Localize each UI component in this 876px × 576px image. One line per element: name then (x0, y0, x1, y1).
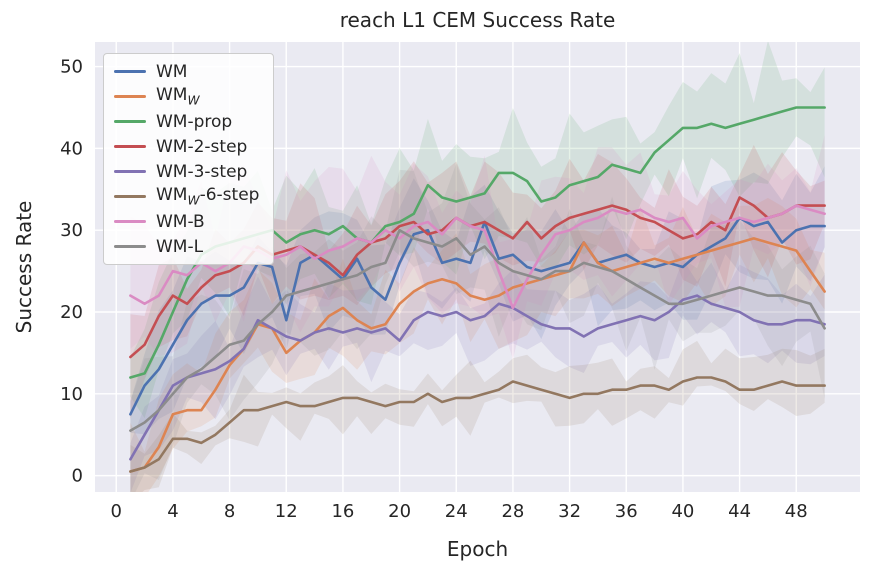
legend-item: WM-3-step (114, 161, 259, 182)
confidence-band-WM-3-step (130, 259, 825, 492)
y-tick-label: 30 (60, 220, 83, 241)
x-tick-label: 36 (615, 501, 638, 522)
series-line-WM_W-6-step (129, 376, 826, 473)
series-line-WM-3-step (129, 294, 826, 461)
legend-item: WM (114, 61, 259, 82)
legend-line-swatch (114, 245, 146, 248)
y-axis-label: Success Rate (12, 200, 36, 334)
y-tick-label: 0 (72, 466, 83, 487)
x-tick-label: 12 (275, 501, 298, 522)
y-tick-label: 10 (60, 384, 83, 405)
y-tick-label: 50 (60, 57, 83, 78)
x-tick-label: 40 (671, 501, 694, 522)
legend-line-swatch (114, 95, 146, 98)
legend-label: WMW-6-step (156, 185, 260, 208)
chart-title: reach L1 CEM Success Rate (339, 8, 616, 32)
x-tick-label: 16 (331, 501, 354, 522)
series-line-WM-L (129, 228, 826, 432)
x-tick-label: 48 (785, 501, 808, 522)
legend-item: WMW-6-step (114, 185, 260, 208)
confidence-band-WM-2-step (130, 144, 825, 419)
confidence-band-WM-B (130, 135, 825, 360)
y-tick-label: 40 (60, 138, 83, 159)
x-tick-label: 28 (501, 501, 524, 522)
legend-item: WMW (114, 85, 259, 108)
legend-line-swatch (114, 170, 146, 173)
legend-label: WM-prop (156, 111, 233, 132)
legend-item: WM-prop (114, 111, 259, 132)
legend-label: WM (156, 61, 188, 82)
x-tick-label: 4 (167, 501, 178, 522)
legend-line-swatch (114, 120, 146, 123)
legend-label: WM-B (156, 211, 205, 232)
y-tick-label: 20 (60, 302, 83, 323)
legend: WM WMW WM-prop WM-2-step WM-3-step WMW-6-step… (103, 53, 275, 265)
legend-line-swatch (114, 145, 146, 148)
legend-line-swatch (114, 70, 146, 73)
x-tick-label: 0 (111, 501, 122, 522)
legend-item: WM-2-step (114, 136, 259, 157)
legend-item: WM-B (114, 211, 259, 232)
legend-line-swatch (114, 195, 146, 198)
series-line-WM (129, 216, 826, 416)
x-tick-label: 32 (558, 501, 581, 522)
confidence-band-WM_W (130, 197, 825, 492)
legend-label: WMW (156, 85, 200, 108)
legend-item: WM-L (114, 236, 259, 257)
x-axis-label: Epoch (446, 537, 509, 561)
x-tick-label: 20 (388, 501, 411, 522)
confidence-band-WM_W-6-step (130, 340, 825, 492)
legend-line-swatch (114, 220, 146, 223)
legend-label: WM-2-step (156, 136, 248, 157)
x-tick-label: 24 (445, 501, 468, 522)
legend-label: WM-L (156, 236, 204, 257)
confidence-band-WM-prop (130, 42, 825, 419)
x-tick-label: 8 (224, 501, 235, 522)
x-tick-label: 44 (728, 501, 751, 522)
legend-label: WM-3-step (156, 161, 248, 182)
